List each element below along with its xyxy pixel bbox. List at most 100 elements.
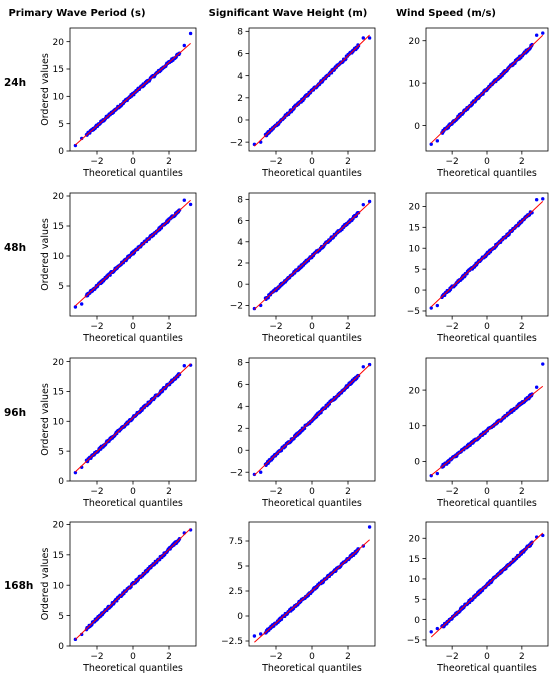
y-tick-label: 15 [53,388,64,398]
x-axis-label: Theoretical quantiles [261,663,362,674]
y-tick-label: 4 [237,238,243,248]
y-tick-label: 15 [53,65,64,75]
x-tick-label: 0 [484,157,490,167]
x-tick-label: 2 [166,487,172,497]
x-tick-label: 2 [519,487,525,497]
x-axis-label: Theoretical quantiles [82,168,183,179]
y-tick-label: 15 [53,551,64,561]
x-tick-label: 2 [519,322,525,332]
x-tick-label: −2 [446,652,459,662]
y-tick-label: 7.5 [229,537,243,547]
data-point [361,36,365,40]
y-tick-label: 2 [237,94,243,104]
qq-panel-168h-wind: −2 0 2 −5 0 5 10 15 20 Theoretical quantiles [407,521,549,674]
y-tick-label: 5 [58,282,64,292]
y-tick-label: 8 [237,28,243,38]
x-tick-label: −2 [90,157,103,167]
y-tick-label: 0 [237,446,243,456]
y-tick-label: 20 [409,37,421,47]
column-title-wind: Wind Speed (m/s) [396,8,496,19]
fit-line [75,43,191,146]
data-point [73,305,78,309]
x-tick-label: 0 [309,157,315,167]
y-tick-label: 5 [58,120,64,130]
y-tick-label: 20 [53,38,65,48]
x-tick-label: 2 [166,157,172,167]
fit-line [75,199,191,307]
y-tick-label: 20 [53,192,65,202]
fit-line [254,202,370,310]
axes-frame [248,521,376,647]
x-axis-label: Theoretical quantiles [436,498,537,509]
data-point [252,634,257,638]
y-tick-label: 4 [237,72,243,82]
data-point [182,43,186,48]
x-axis-label: Theoretical quantiles [82,498,183,509]
y-tick-label: 5 [58,447,64,457]
data-point [541,362,545,366]
data-point [182,198,186,202]
x-tick-label: 0 [130,652,136,662]
qq-panel-48h-height: −2 0 2 −2 0 2 4 6 8 Theoretical quantiles [230,192,376,344]
data-point [534,385,539,389]
x-axis-label: Theoretical quantiles [82,663,183,674]
data-point [367,36,372,40]
data-point [435,303,440,308]
x-tick-label: 2 [345,322,351,332]
data-point [259,470,263,474]
qq-panel-24h-height: −2 0 2 −2 0 2 4 6 8 Theoretical quantiles [230,28,376,179]
y-tick-label: 5 [414,265,420,275]
x-tick-label: −2 [269,487,282,497]
row-label-96h: 96h [4,407,26,419]
x-tick-label: 2 [345,652,351,662]
y-tick-label: 6 [237,217,243,227]
y-tick-label: 8 [237,359,243,369]
x-tick-label: 2 [166,652,172,662]
x-tick-label: −2 [269,322,282,332]
y-tick-label: −2 [230,468,243,478]
data-point [252,472,257,477]
y-tick-label: 8 [237,196,243,206]
y-tick-label: −2 [230,138,243,148]
x-axis-label: Theoretical quantiles [436,168,537,179]
y-tick-label: 10 [53,581,65,591]
data-point [435,139,440,143]
fit-line [430,201,544,308]
y-tick-label: 10 [409,79,421,89]
y-tick-label: 20 [53,521,65,531]
y-tick-label: −2.5 [221,637,243,647]
y-tick-label: 15 [53,222,64,232]
data-point [429,630,433,634]
x-axis-label: Theoretical quantiles [436,663,537,674]
y-tick-label: −5 [407,636,420,646]
y-tick-label: 0 [237,116,243,126]
x-tick-label: 2 [519,652,525,662]
y-tick-label: 0 [58,477,64,487]
x-axis-label: Theoretical quantiles [261,168,362,179]
x-tick-label: −2 [90,652,103,662]
y-tick-label: 10 [409,244,421,254]
qq-panel-96h-height: −2 0 2 −2 0 2 4 6 8 Theoretical quantiles [230,357,376,509]
y-tick-label: 0 [58,642,64,652]
column-title-height: Significant Wave Height (m) [209,8,368,19]
data-point [534,33,539,37]
data-point [541,197,545,201]
x-axis-label: Theoretical quantiles [261,333,362,344]
y-axis-label: Ordered values [40,218,51,291]
x-tick-label: 0 [484,487,490,497]
y-tick-label: 0 [414,616,420,626]
y-tick-label: 0 [414,458,420,468]
x-axis-label: Theoretical quantiles [261,498,362,509]
x-tick-label: −2 [269,652,282,662]
row-label-48h: 48h [4,242,26,254]
data-point [435,626,440,631]
x-tick-label: 2 [345,487,351,497]
y-tick-label: 0 [414,286,420,296]
data-point [541,533,545,538]
y-axis-label: Ordered values [40,383,51,456]
fit-line [75,363,191,473]
y-tick-label: −5 [407,307,420,317]
data-point [259,632,263,636]
